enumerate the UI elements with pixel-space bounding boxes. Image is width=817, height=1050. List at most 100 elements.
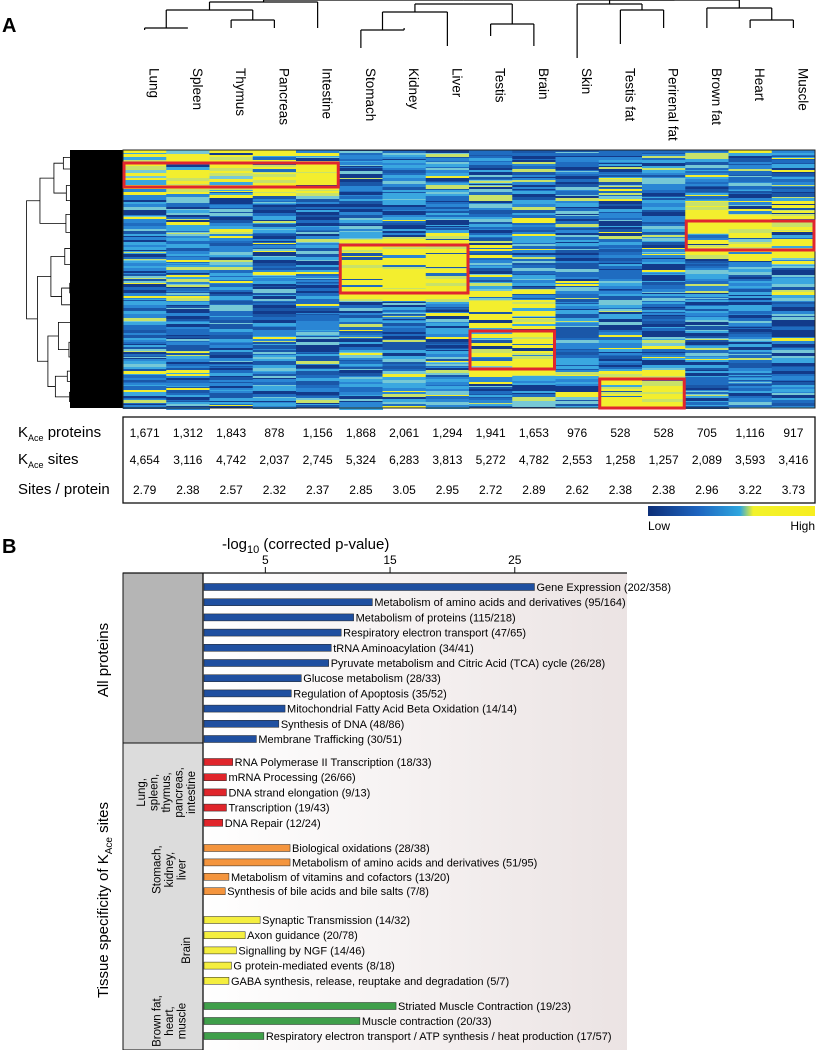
dendrogram-branch bbox=[84, 300, 105, 305]
colorbar-low-label: Low bbox=[648, 519, 670, 533]
heatmap-cell bbox=[642, 264, 686, 265]
heatmap-cell bbox=[209, 367, 254, 368]
heatmap-cell bbox=[555, 277, 600, 279]
heatmap-cell bbox=[555, 150, 600, 152]
heatmap-cell bbox=[512, 204, 556, 207]
dendrogram-branch bbox=[69, 282, 81, 294]
heatmap-cell bbox=[685, 201, 729, 202]
heatmap-cell bbox=[469, 337, 513, 338]
heatmap-cell bbox=[123, 344, 167, 345]
heatmap-cell bbox=[469, 386, 513, 387]
heatmap-cell bbox=[642, 168, 686, 170]
heatmap-cell bbox=[209, 273, 254, 276]
heatmap-cell bbox=[728, 206, 773, 209]
heatmap-cell bbox=[382, 317, 427, 319]
heatmap-cell bbox=[728, 398, 773, 399]
heatmap-cell bbox=[598, 387, 643, 389]
heatmap-cell bbox=[425, 253, 470, 254]
heatmap-cell bbox=[339, 392, 383, 395]
heatmap-cell bbox=[555, 219, 600, 221]
heatmap-cell bbox=[296, 388, 340, 389]
heatmap-cell bbox=[555, 191, 600, 193]
heatmap-cell bbox=[209, 332, 254, 335]
heatmap-cell bbox=[555, 294, 600, 296]
heatmap-cell bbox=[252, 337, 297, 339]
heatmap-cell bbox=[209, 195, 254, 198]
heatmap-cell bbox=[382, 276, 427, 277]
heatmap-cell bbox=[425, 150, 470, 153]
heatmap-cell bbox=[598, 201, 643, 204]
bar-count: (13/20) bbox=[415, 872, 450, 884]
heatmap-cell bbox=[209, 201, 254, 204]
heatmap-cell bbox=[598, 290, 643, 291]
heatmap-cell bbox=[512, 388, 556, 391]
heatmap-cell bbox=[642, 363, 686, 365]
heatmap-cell bbox=[728, 350, 773, 352]
heatmap-cell bbox=[382, 342, 427, 344]
heatmap-cell bbox=[642, 349, 686, 352]
bar-label: Pyruvate metabolism and Citric Acid (TCA… bbox=[331, 658, 606, 670]
heatmap-cell bbox=[425, 230, 470, 233]
heatmap-cell bbox=[642, 365, 686, 366]
heatmap-cell bbox=[296, 284, 340, 285]
heatmap-cell bbox=[252, 167, 297, 169]
heatmap-cell bbox=[123, 287, 167, 290]
heatmap-cell bbox=[382, 371, 427, 374]
heatmap-cell bbox=[166, 167, 210, 170]
heatmap-cell bbox=[252, 306, 297, 308]
heatmap-cell bbox=[469, 219, 513, 222]
heatmap-cell bbox=[728, 347, 773, 350]
heatmap-cell bbox=[166, 345, 210, 348]
heatmap-cell bbox=[469, 403, 513, 404]
heatmap-cell bbox=[469, 187, 513, 189]
heatmap-cell bbox=[425, 157, 470, 158]
heatmap-cell bbox=[728, 239, 773, 242]
heatmap-cell bbox=[296, 153, 340, 156]
heatmap-cell bbox=[469, 394, 513, 395]
heatmap-cell bbox=[598, 355, 643, 356]
heatmap-cell bbox=[555, 224, 600, 225]
heatmap-cell bbox=[555, 198, 600, 201]
heatmap-cell bbox=[425, 304, 470, 307]
heatmap-cell bbox=[382, 388, 427, 391]
heatmap-cell bbox=[252, 301, 297, 302]
heatmap-cell bbox=[598, 261, 643, 263]
bar bbox=[203, 704, 286, 713]
heatmap-cell bbox=[123, 173, 167, 176]
heatmap-cell bbox=[555, 387, 600, 389]
heatmap-cell bbox=[382, 175, 427, 178]
heatmap-cell bbox=[685, 405, 729, 406]
heatmap-cell bbox=[469, 395, 513, 397]
heatmap-cell bbox=[469, 389, 513, 391]
heatmap-cell bbox=[166, 380, 210, 383]
heatmap-cell bbox=[209, 198, 254, 201]
heatmap-cell bbox=[296, 232, 340, 234]
heatmap-cell bbox=[512, 335, 556, 337]
heatmap-cell bbox=[685, 360, 729, 362]
heatmap-cell bbox=[598, 369, 643, 371]
heatmap-cell bbox=[382, 239, 427, 241]
heatmap-cell bbox=[771, 284, 816, 287]
heatmap-cell bbox=[425, 246, 470, 249]
heatmap-cell bbox=[166, 356, 210, 359]
heatmap-cell bbox=[166, 262, 210, 263]
bar-count: (18/33) bbox=[397, 757, 432, 769]
heatmap-cell bbox=[642, 207, 686, 210]
heatmap-cell bbox=[339, 355, 383, 358]
heatmap-cell bbox=[642, 204, 686, 207]
heatmap-cell bbox=[382, 277, 427, 278]
heatmap-cell bbox=[123, 330, 167, 333]
heatmap-cell bbox=[685, 217, 729, 219]
heatmap-cell bbox=[771, 197, 816, 198]
heatmap-cell bbox=[123, 364, 167, 367]
heatmap-cell bbox=[771, 189, 816, 192]
heatmap-cell bbox=[425, 345, 470, 348]
heatmap-cell bbox=[296, 245, 340, 248]
heatmap-cell bbox=[425, 396, 470, 398]
heatmap-cell bbox=[555, 203, 600, 204]
heatmap-cell bbox=[209, 305, 254, 308]
heatmap-cell bbox=[339, 257, 383, 260]
heatmap-cell bbox=[771, 182, 816, 185]
tissue-label: Liver bbox=[449, 68, 464, 98]
heatmap-cell bbox=[339, 369, 383, 370]
